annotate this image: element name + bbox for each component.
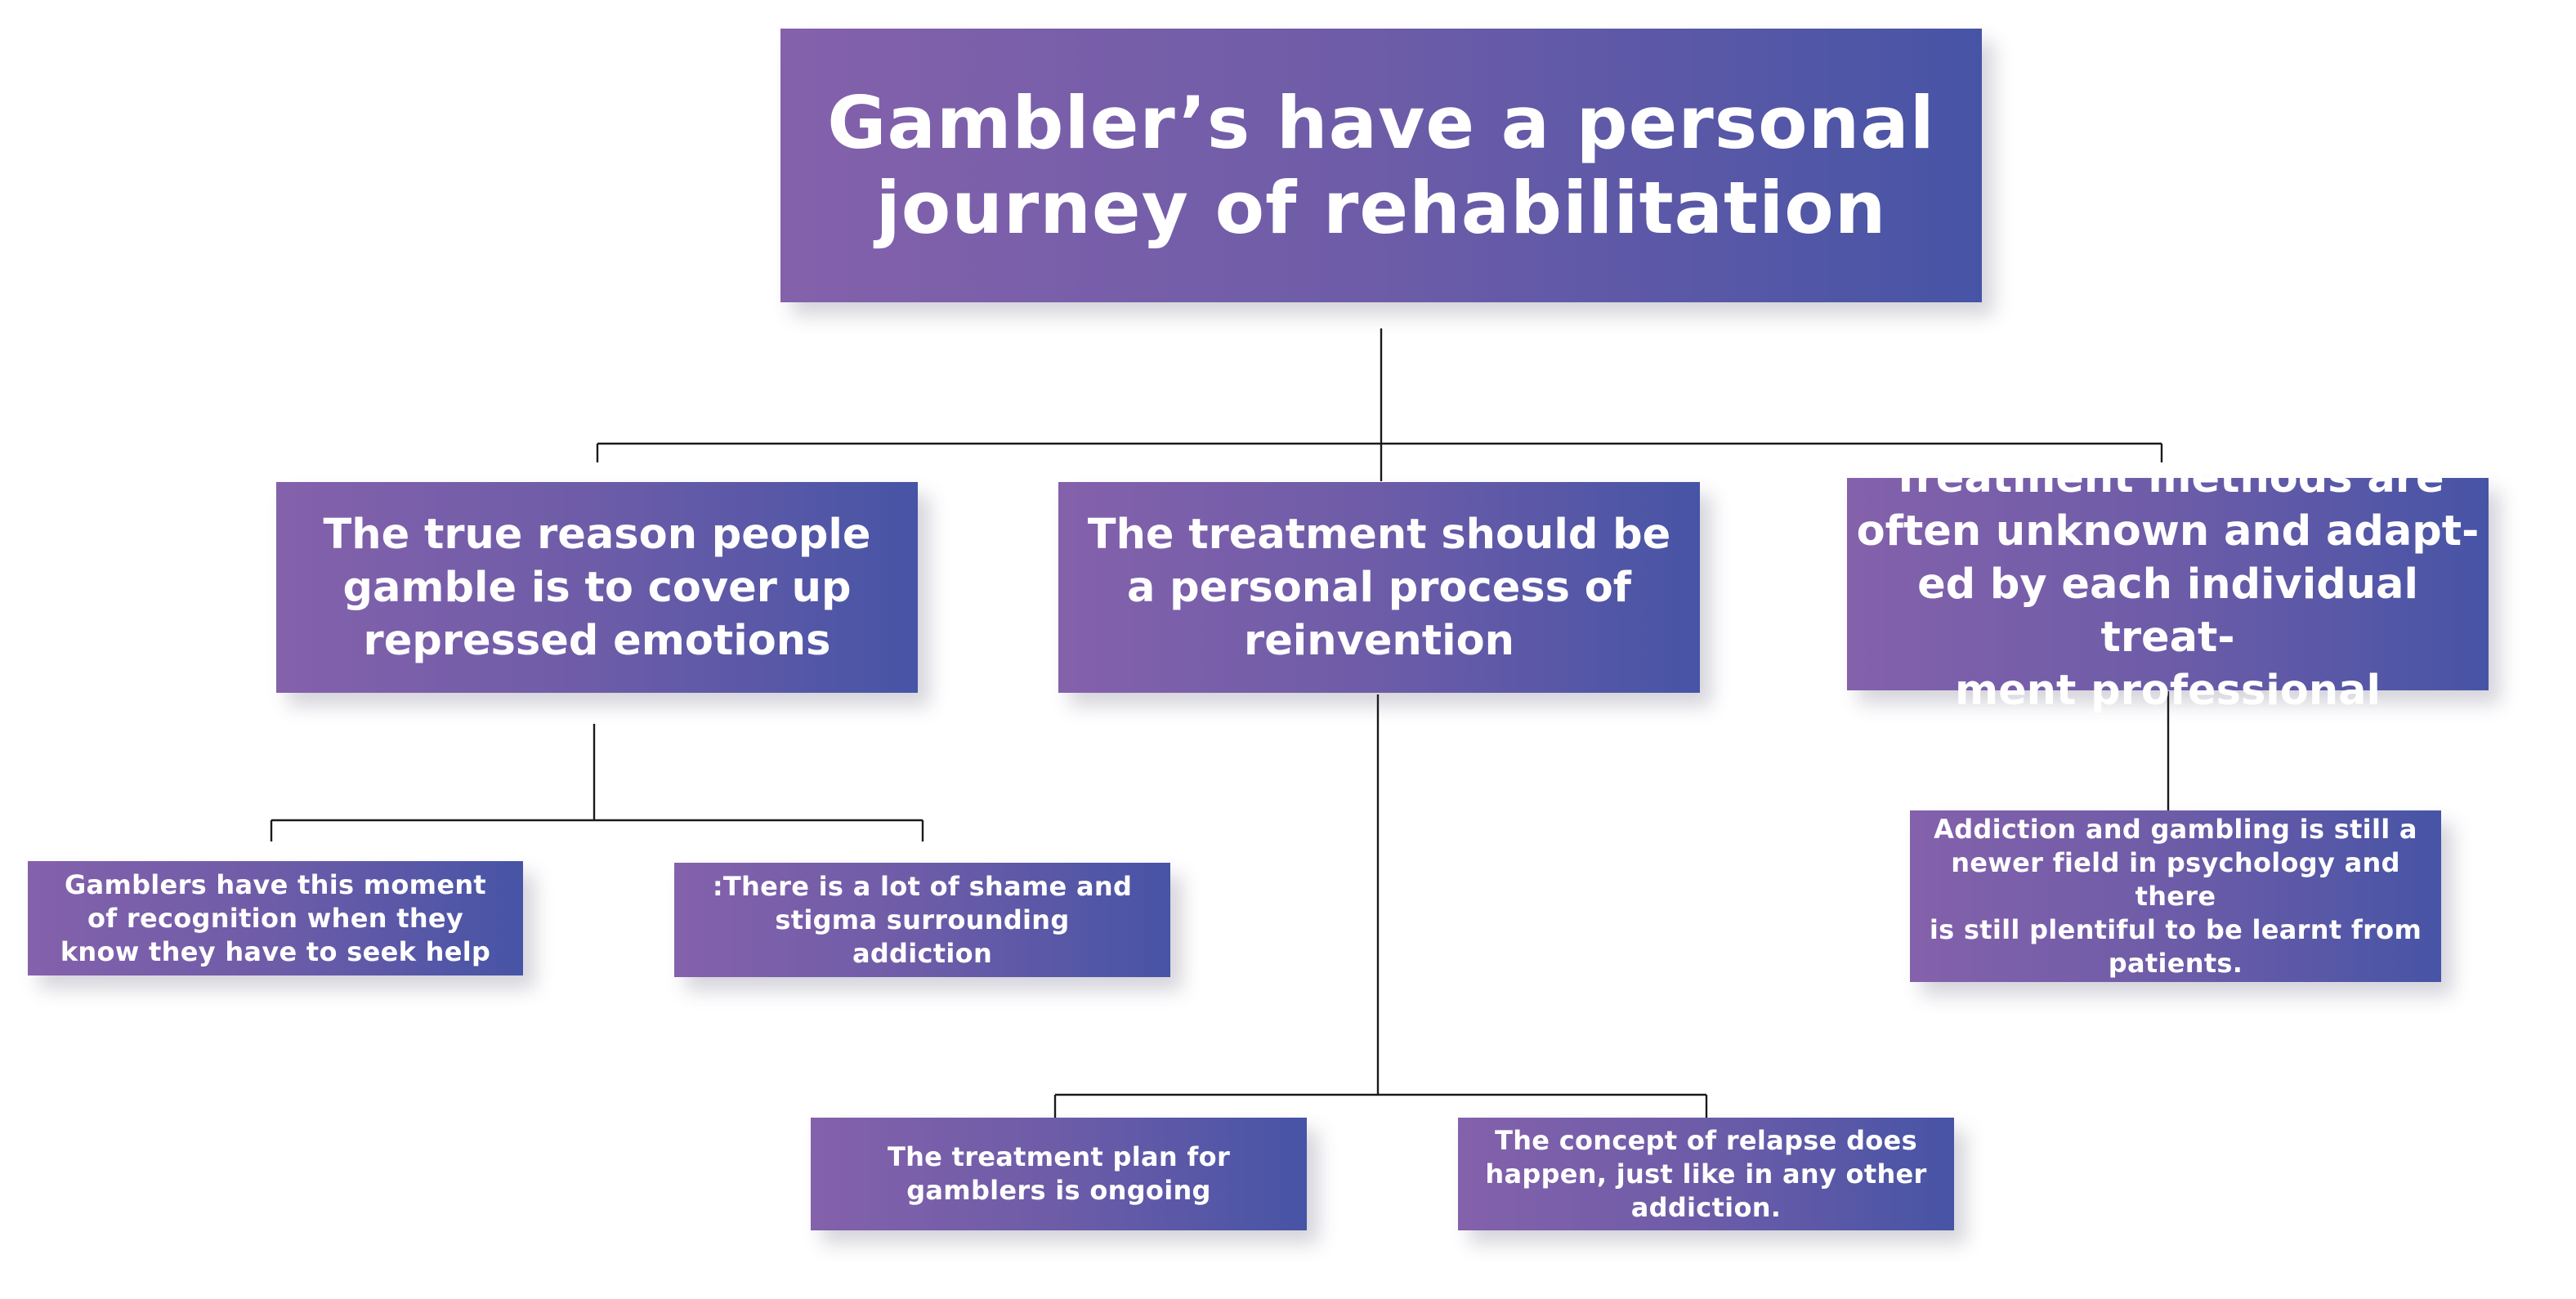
- leaf-node-text: Gamblers have this moment of recognition…: [60, 868, 491, 967]
- branch-node-text: The true reason people gamble is to cove…: [323, 510, 871, 665]
- leaf-node-text: :There is a lot of shame and stigma surr…: [712, 870, 1133, 969]
- root-node: Gambler’s have a personal journey of reh…: [780, 29, 1982, 302]
- branch-node-treatment: The treatment should be a personal proce…: [1058, 482, 1700, 693]
- leaf-node-ongoing: The treatment plan for gamblers is ongoi…: [811, 1118, 1307, 1230]
- root-node-text: Gambler’s have a personal journey of reh…: [827, 80, 1935, 250]
- branch-node-methods: Treatment methods are often unknown and …: [1847, 454, 2489, 715]
- leaf-node-shame: :There is a lot of shame and stigma surr…: [674, 863, 1170, 977]
- branch-node-text: Treatment methods are often unknown and …: [1856, 453, 2480, 715]
- leaf-node-text: Addiction and gambling is still a newer …: [1929, 813, 2422, 979]
- branch-node-text: The treatment should be a personal proce…: [1087, 510, 1671, 665]
- branch-node-emotions: The true reason people gamble is to cove…: [276, 482, 918, 693]
- leaf-node-recognition: Gamblers have this moment of recognition…: [28, 861, 523, 975]
- leaf-node-text: The treatment plan for gamblers is ongoi…: [887, 1141, 1231, 1206]
- leaf-node-text: The concept of relapse does happen, just…: [1485, 1124, 1927, 1223]
- leaf-node-relapse: The concept of relapse does happen, just…: [1458, 1118, 1954, 1230]
- leaf-node-research: Addiction and gambling is still a newer …: [1910, 810, 2441, 982]
